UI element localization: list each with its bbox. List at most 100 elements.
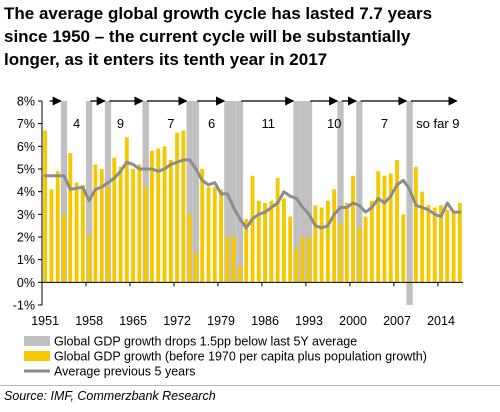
gdp-bar-2015 xyxy=(445,209,450,283)
title-line-2: since 1950 – the current cycle will be s… xyxy=(4,27,411,46)
y-tick-label-0: 0% xyxy=(17,276,35,290)
title-line-1: The average global growth cycle has last… xyxy=(4,4,433,23)
gdp-bar-1991 xyxy=(294,248,299,283)
gdp-bar-2002 xyxy=(363,216,368,283)
recession-bar-1993 xyxy=(305,101,313,283)
cycle-label-2: 7 xyxy=(167,116,174,131)
gdp-bar-1961 xyxy=(106,187,110,283)
y-tick-label--1: -1% xyxy=(13,299,35,313)
gdp-bar-1969 xyxy=(156,148,161,283)
gdp-bar-1973 xyxy=(181,130,186,283)
gdp-bar-2016 xyxy=(451,212,456,283)
gdp-bar-1975 xyxy=(193,252,198,283)
gdp-bar-1978 xyxy=(212,187,217,283)
gdp-bar-1986 xyxy=(263,203,268,283)
gdp-bar-2017 xyxy=(457,203,462,283)
gdp-bar-1981 xyxy=(231,237,236,283)
chart-title: The average global growth cycle has last… xyxy=(4,2,496,71)
gdp-bar-1964 xyxy=(124,137,129,283)
gdp-bar-1974 xyxy=(187,214,192,283)
recession-bar-1958 xyxy=(85,101,93,283)
gdp-bar-1976 xyxy=(200,169,205,283)
gdp-bar-1958 xyxy=(87,234,92,283)
gdp-bar-2012 xyxy=(426,205,431,283)
gdp-bar-1967 xyxy=(143,187,148,283)
gdp-bar-1979 xyxy=(219,189,224,283)
cycle-label-4: 11 xyxy=(261,116,275,131)
x-tick-label-1951: 1951 xyxy=(31,314,59,328)
title-line-3: longer, as it enters its tenth year in 2… xyxy=(4,50,328,69)
gdp-bar-1956 xyxy=(74,182,79,283)
gdp-bar-2000 xyxy=(351,175,355,283)
cycle-label-6: 7 xyxy=(381,116,388,131)
y-tick-label-4: 4% xyxy=(17,185,35,199)
cycle-label-1: 9 xyxy=(117,116,124,131)
average-line-path xyxy=(43,158,462,230)
gdp-bar-2014 xyxy=(439,205,443,283)
legend-swatch-gdp xyxy=(24,351,50,361)
gdp-bar-2013 xyxy=(432,207,437,283)
gdp-bar-1962 xyxy=(112,157,117,283)
chart-svg: -1% 0% 1% 2% 3% 4% 5% 6% 7% 8% 1951 1958 1965 1972 197… xyxy=(13,95,463,379)
legend: Global GDP growth drops 1.5pp below last… xyxy=(24,335,427,379)
gdp-bar-2006 xyxy=(388,173,393,283)
gdp-bar-1999 xyxy=(344,203,349,283)
recession-bar-1974 xyxy=(186,101,193,283)
recession-bar-1975 xyxy=(192,101,200,283)
gdp-bar-1951 xyxy=(43,130,48,283)
gdp-bar-1960 xyxy=(99,169,104,283)
gdp-bar-2005 xyxy=(382,175,387,283)
gdp-bar-1957 xyxy=(80,184,85,283)
divider xyxy=(0,385,500,386)
gdp-bar-1980 xyxy=(225,237,230,283)
gdp-bar-1997 xyxy=(332,189,337,283)
y-tick-label-2: 2% xyxy=(17,231,35,245)
gdp-bar-1989 xyxy=(281,198,286,283)
cycle-label-0: 4 xyxy=(73,116,80,131)
legend-label-1: Global GDP growth (before 1970 per capit… xyxy=(54,350,427,364)
recession-bar-1992 xyxy=(299,101,306,283)
gdp-bar-1971 xyxy=(168,159,173,283)
y-tick-label-1: 1% xyxy=(17,253,35,267)
recession-bar-1982 xyxy=(236,101,244,283)
gdp-bar-1963 xyxy=(118,166,123,283)
gdp-bar-1959 xyxy=(93,164,98,283)
y-tick-label-5: 5% xyxy=(17,163,35,177)
gdp-bar-1953 xyxy=(55,171,60,283)
gdp-bar-1970 xyxy=(162,146,167,283)
gdp-bar-1990 xyxy=(288,216,293,283)
source-note: Source: IMF, Commerzbank Research xyxy=(4,389,216,403)
recession-bar-1998 xyxy=(337,101,344,283)
x-tick-label-1979: 1979 xyxy=(207,314,235,328)
recession-bar-1954 xyxy=(60,101,68,283)
recession-bar-1991 xyxy=(293,101,300,283)
gdp-bar-1977 xyxy=(206,187,211,283)
x-tick-label-1958: 1958 xyxy=(75,314,103,328)
x-tick-label-2000: 2000 xyxy=(339,314,367,328)
y-tick-label-8: 8% xyxy=(17,95,35,109)
legend-swatch-recession xyxy=(24,336,50,346)
gdp-bar-1965 xyxy=(131,169,136,283)
x-tick-label-1986: 1986 xyxy=(251,314,279,328)
gdp-bar-2007 xyxy=(395,159,399,283)
legend-label-2: Average previous 5 years xyxy=(54,365,196,379)
cycle-label-5: 10 xyxy=(327,116,341,131)
average-line xyxy=(43,158,462,230)
gdp-bar-1955 xyxy=(68,153,73,283)
gdp-bar-1996 xyxy=(325,200,330,283)
gdp-bar-1987 xyxy=(269,200,274,283)
cycle-label-3: 6 xyxy=(208,116,215,131)
gdp-bar-1982 xyxy=(237,266,242,283)
gdp-bar-1985 xyxy=(256,200,261,283)
gdp-bar-1954 xyxy=(62,214,66,283)
recession-bar-1980 xyxy=(224,101,231,283)
gdp-bar-2011 xyxy=(420,191,425,283)
y-tick-label-3: 3% xyxy=(17,208,35,222)
gdp-bar-1998 xyxy=(338,223,343,283)
recession-bar-2009 xyxy=(406,101,413,305)
gdp-bar-1995 xyxy=(319,207,324,283)
x-tick-label-1993: 1993 xyxy=(295,314,323,328)
gdp-bar-1972 xyxy=(175,132,180,283)
x-tick-label-1965: 1965 xyxy=(119,314,147,328)
gdp-bar-2004 xyxy=(376,171,381,283)
